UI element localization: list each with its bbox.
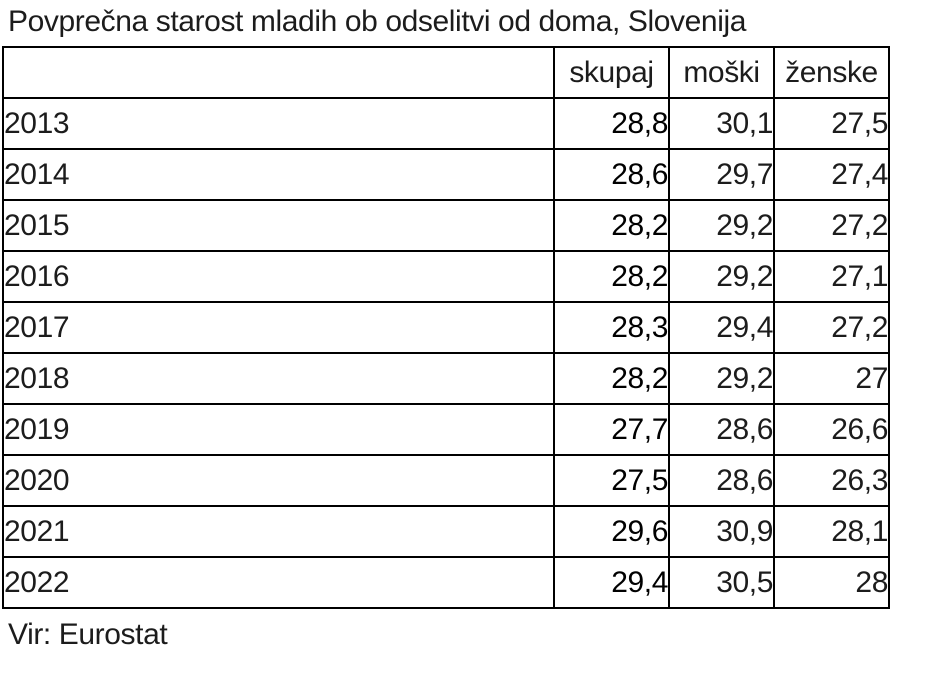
table-row: 2013 28,8 30,1 27,5 [2,97,890,150]
skupaj-cell: 28,8 [553,97,670,150]
table-row: 2016 28,2 29,2 27,1 [2,250,890,303]
moski-cell: 29,2 [668,250,775,303]
table-row: 2019 27,7 28,6 26,6 [2,403,890,456]
skupaj-cell: 27,5 [553,454,670,507]
year-cell: 2020 [2,454,555,507]
table-row: 2022 29,4 30,5 28 [2,556,890,609]
zenske-cell: 27,5 [773,97,890,150]
skupaj-cell: 28,2 [553,352,670,405]
year-cell: 2013 [2,97,555,150]
header-zenske: ženske [773,46,890,99]
header-row: skupaj moški ženske [2,46,890,99]
table-row: 2014 28,6 29,7 27,4 [2,148,890,201]
year-cell: 2014 [2,148,555,201]
year-cell: 2018 [2,352,555,405]
skupaj-cell: 27,7 [553,403,670,456]
moski-cell: 29,4 [668,301,775,354]
moski-cell: 29,2 [668,352,775,405]
zenske-cell: 27 [773,352,890,405]
data-table: skupaj moški ženske 2013 28,8 30,1 27,5 … [2,46,890,609]
table-row: 2015 28,2 29,2 27,2 [2,199,890,252]
year-cell: 2015 [2,199,555,252]
skupaj-cell: 28,3 [553,301,670,354]
zenske-cell: 26,3 [773,454,890,507]
moski-cell: 30,5 [668,556,775,609]
moski-cell: 28,6 [668,454,775,507]
year-cell: 2016 [2,250,555,303]
moski-cell: 29,7 [668,148,775,201]
zenske-cell: 27,4 [773,148,890,201]
year-cell: 2019 [2,403,555,456]
header-skupaj: skupaj [553,46,670,99]
table-title: Povprečna starost mladih ob odselitvi od… [8,5,747,38]
table-row: 2021 29,6 30,9 28,1 [2,505,890,558]
moski-cell: 30,1 [668,97,775,150]
header-empty-cell [2,46,555,99]
moski-cell: 28,6 [668,403,775,456]
year-cell: 2017 [2,301,555,354]
moski-cell: 30,9 [668,505,775,558]
zenske-cell: 27,2 [773,199,890,252]
zenske-cell: 28 [773,556,890,609]
year-cell: 2021 [2,505,555,558]
page: Povprečna starost mladih ob odselitvi od… [0,5,940,679]
skupaj-cell: 28,6 [553,148,670,201]
skupaj-cell: 29,4 [553,556,670,609]
header-moski: moški [668,46,775,99]
skupaj-cell: 29,6 [553,505,670,558]
zenske-cell: 26,6 [773,403,890,456]
table-row: 2020 27,5 28,6 26,3 [2,454,890,507]
table-row: 2017 28,3 29,4 27,2 [2,301,890,354]
zenske-cell: 28,1 [773,505,890,558]
moski-cell: 29,2 [668,199,775,252]
zenske-cell: 27,1 [773,250,890,303]
skupaj-cell: 28,2 [553,199,670,252]
year-cell: 2022 [2,556,555,609]
table-row: 2018 28,2 29,2 27 [2,352,890,405]
source-note: Vir: Eurostat [8,618,168,651]
zenske-cell: 27,2 [773,301,890,354]
skupaj-cell: 28,2 [553,250,670,303]
